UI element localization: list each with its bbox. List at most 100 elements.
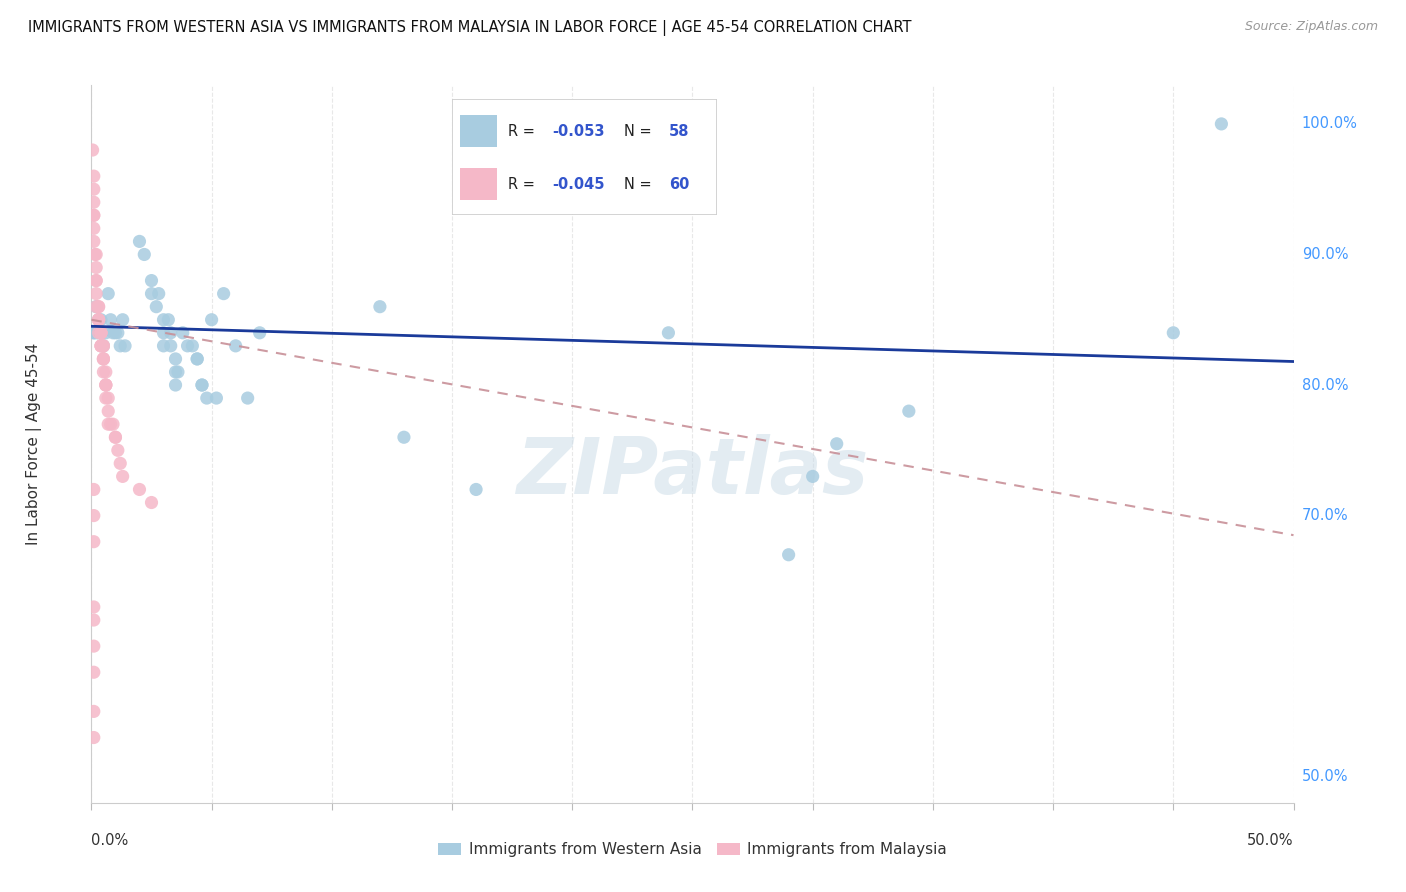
Point bbox=[165, 365, 187, 379]
Point bbox=[93, 351, 115, 366]
Point bbox=[128, 483, 150, 497]
Point bbox=[82, 143, 104, 157]
Point bbox=[225, 339, 247, 353]
Point bbox=[90, 326, 112, 340]
Text: 70.0%: 70.0% bbox=[1302, 508, 1348, 523]
Point bbox=[94, 326, 117, 340]
Point bbox=[90, 326, 112, 340]
Point bbox=[83, 326, 105, 340]
Point bbox=[90, 339, 112, 353]
Point bbox=[159, 339, 181, 353]
Point bbox=[87, 312, 110, 326]
Point bbox=[152, 312, 174, 326]
Point bbox=[128, 235, 150, 249]
Point bbox=[97, 391, 120, 405]
Point bbox=[107, 443, 129, 458]
Point bbox=[83, 731, 105, 745]
Point bbox=[90, 339, 112, 353]
Point bbox=[201, 312, 224, 326]
Text: ZIPatlas: ZIPatlas bbox=[516, 434, 869, 510]
Point bbox=[141, 495, 163, 509]
Point bbox=[110, 339, 132, 353]
Point bbox=[141, 286, 163, 301]
Point bbox=[87, 312, 110, 326]
Text: Source: ZipAtlas.com: Source: ZipAtlas.com bbox=[1244, 20, 1378, 33]
Point bbox=[84, 274, 107, 288]
Point bbox=[84, 247, 107, 261]
Point bbox=[167, 365, 190, 379]
Point bbox=[157, 312, 180, 326]
Point bbox=[83, 221, 105, 235]
Point bbox=[83, 705, 105, 719]
Point bbox=[93, 339, 115, 353]
Text: 90.0%: 90.0% bbox=[1302, 247, 1348, 262]
Point bbox=[87, 326, 110, 340]
Point bbox=[83, 195, 105, 210]
Point bbox=[90, 339, 112, 353]
Point bbox=[87, 300, 110, 314]
Point bbox=[93, 351, 115, 366]
Point bbox=[83, 208, 105, 222]
Point bbox=[83, 639, 105, 653]
Point bbox=[100, 312, 122, 326]
Point bbox=[186, 351, 208, 366]
Point bbox=[84, 300, 107, 314]
Text: IMMIGRANTS FROM WESTERN ASIA VS IMMIGRANTS FROM MALAYSIA IN LABOR FORCE | AGE 45: IMMIGRANTS FROM WESTERN ASIA VS IMMIGRAN… bbox=[28, 20, 911, 36]
Legend: Immigrants from Western Asia, Immigrants from Malaysia: Immigrants from Western Asia, Immigrants… bbox=[432, 836, 953, 863]
Point bbox=[114, 339, 136, 353]
Point bbox=[97, 286, 120, 301]
Point bbox=[165, 378, 187, 392]
Point bbox=[104, 326, 127, 340]
Point bbox=[249, 326, 271, 340]
Point bbox=[107, 326, 129, 340]
Point bbox=[104, 430, 127, 444]
Text: 50.0%: 50.0% bbox=[1247, 833, 1294, 848]
Point bbox=[152, 326, 174, 340]
Point bbox=[83, 483, 105, 497]
Point bbox=[97, 404, 120, 418]
Point bbox=[87, 312, 110, 326]
Text: 80.0%: 80.0% bbox=[1302, 377, 1348, 392]
Point bbox=[83, 665, 105, 680]
Point bbox=[84, 260, 107, 275]
Point bbox=[176, 339, 198, 353]
Point bbox=[87, 312, 110, 326]
Point bbox=[84, 247, 107, 261]
Point bbox=[94, 378, 117, 392]
Point bbox=[111, 312, 134, 326]
Point bbox=[101, 326, 124, 340]
Text: 100.0%: 100.0% bbox=[1302, 117, 1358, 131]
Point bbox=[897, 404, 920, 418]
Point bbox=[87, 300, 110, 314]
Point bbox=[83, 613, 105, 627]
Point bbox=[83, 182, 105, 196]
Point bbox=[97, 417, 120, 432]
Point bbox=[83, 508, 105, 523]
Point bbox=[1161, 326, 1184, 340]
Point bbox=[104, 430, 127, 444]
Point bbox=[152, 339, 174, 353]
Point bbox=[1211, 117, 1233, 131]
Point bbox=[84, 286, 107, 301]
Point bbox=[205, 391, 228, 405]
Point bbox=[93, 365, 115, 379]
Point bbox=[87, 312, 110, 326]
Point bbox=[195, 391, 218, 405]
Point bbox=[101, 417, 124, 432]
Point bbox=[778, 548, 800, 562]
Point bbox=[186, 351, 208, 366]
Point bbox=[94, 391, 117, 405]
Point bbox=[368, 300, 391, 314]
Point bbox=[392, 430, 415, 444]
Point bbox=[93, 339, 115, 353]
Point bbox=[801, 469, 824, 483]
Point bbox=[145, 300, 167, 314]
Point bbox=[191, 378, 214, 392]
Point bbox=[159, 326, 181, 340]
Point bbox=[134, 247, 156, 261]
Point bbox=[83, 534, 105, 549]
Point bbox=[94, 378, 117, 392]
Point bbox=[84, 300, 107, 314]
Point bbox=[110, 456, 132, 470]
Point bbox=[90, 312, 112, 326]
